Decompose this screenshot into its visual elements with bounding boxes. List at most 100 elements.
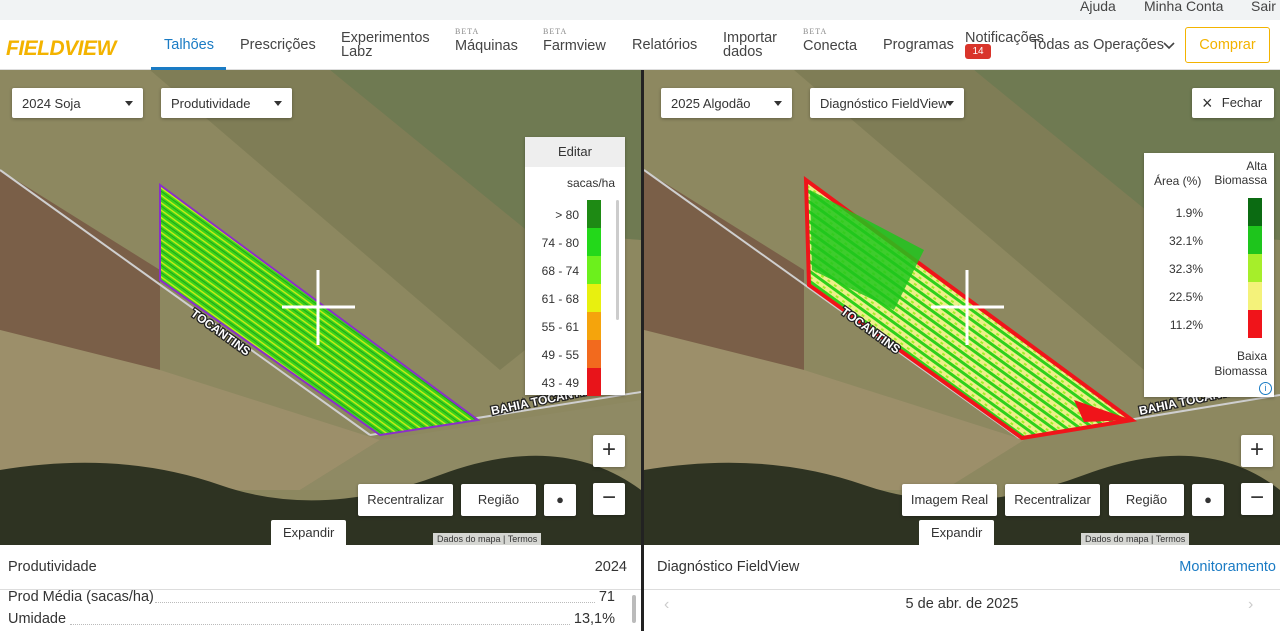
legend-swatch	[1248, 282, 1262, 310]
map-data[interactable]: Dados do mapa	[1085, 534, 1149, 544]
region-button[interactable]: Região	[461, 484, 536, 516]
operations-dropdown[interactable]: Todas as Operações	[1031, 37, 1164, 53]
prev-date[interactable]: ‹	[664, 596, 670, 613]
legend-label: 61 - 68	[541, 292, 579, 306]
tab[interactable]: Talhões	[164, 37, 214, 53]
top-bar: Ajuda Minha Conta Sair	[0, 0, 1280, 20]
legend-label: 55 - 61	[541, 320, 579, 334]
zoom-in[interactable]: +	[593, 435, 625, 467]
tab[interactable]: Máquinas	[455, 38, 518, 54]
summary-title: Diagnóstico FieldView	[657, 559, 800, 575]
legend-label: 32.1%	[1168, 234, 1203, 248]
legend-header: Área (%)	[1154, 174, 1202, 188]
right-summary: Diagnóstico FieldView Monitoramento ‹ 5 …	[644, 545, 1280, 631]
expand-button[interactable]: Expandir	[919, 520, 995, 545]
pin-button[interactable]: ●	[544, 484, 576, 516]
beta-badge: BETA	[543, 27, 568, 36]
tab[interactable]: Conecta	[803, 38, 858, 54]
notification-count: 14	[965, 44, 991, 59]
legend-swatch	[1248, 198, 1262, 226]
legend-label: 22.5%	[1168, 290, 1203, 304]
legend-low: Baixa Biomassa	[1214, 349, 1267, 378]
row-value: 13,1%	[573, 611, 615, 627]
separator	[0, 589, 641, 590]
terms[interactable]: Termos	[1155, 534, 1186, 544]
legend-label: 74 - 80	[541, 236, 579, 250]
legend: Área (%) Alta Biomassa 1.9% 32.1% 32.3% 22.…	[1144, 153, 1274, 397]
monitoring-link[interactable]: Monitoramento	[1179, 559, 1276, 575]
scrollbar	[616, 200, 619, 320]
right-map[interactable]: TOCANTINS BAHIA TOCANTINS 2025 Algodão D…	[644, 70, 1280, 545]
leader	[70, 624, 570, 625]
legend-unit: sacas/ha	[566, 176, 615, 190]
layer-dropdown[interactable]: Diagnóstico FieldView	[810, 88, 964, 118]
legend-swatch	[587, 340, 601, 368]
row-value: 71	[598, 589, 615, 605]
legend-swatch	[1248, 226, 1262, 254]
legend-swatch	[587, 256, 601, 284]
expand-label: Expandir	[283, 525, 335, 540]
expand-label: Expandir	[931, 525, 983, 540]
region-button[interactable]: Região	[1109, 484, 1184, 516]
recenter-button[interactable]: Recentralizar	[1005, 484, 1100, 516]
terms[interactable]: Termos	[507, 534, 538, 544]
left-summary: Produtividade 2024 Prod Média (sacas/ha)…	[0, 545, 641, 631]
logo[interactable]: FIELDVIEW	[6, 37, 116, 60]
legend-label: 11.2%	[1169, 318, 1203, 332]
legend-label: 43 - 49	[541, 376, 579, 390]
row-label: Umidade	[8, 611, 67, 627]
tab[interactable]: Importar dados	[723, 30, 777, 60]
row-label: Prod Média (sacas/ha)	[8, 589, 154, 605]
date: 5 de abr. de 2025	[905, 596, 1019, 612]
legend-swatch	[587, 284, 601, 312]
active-indicator	[151, 67, 226, 70]
leader	[155, 602, 595, 603]
layer-dropdown[interactable]: Produtividade	[161, 88, 292, 118]
season-dropdown[interactable]: 2025 Algodão	[661, 88, 792, 118]
legend-swatch	[587, 200, 601, 228]
real-image-button[interactable]: Imagem Real	[902, 484, 997, 516]
beta-badge: BETA	[803, 27, 828, 36]
tab[interactable]: Farmview	[543, 38, 606, 54]
legend-swatch	[587, 368, 601, 396]
summary-title: Produtividade	[8, 559, 97, 575]
summary-year: 2024	[594, 559, 627, 575]
scrollbar[interactable]	[632, 595, 636, 623]
legend-label: 1.9%	[1175, 206, 1203, 220]
logout-link[interactable]: Sair	[1251, 0, 1276, 14]
tab[interactable]: Relatórios	[632, 37, 698, 53]
zoom-out[interactable]: −	[1241, 483, 1273, 515]
tab[interactable]: Notificações	[965, 30, 1044, 46]
tab[interactable]: Prescrições	[240, 37, 316, 53]
zoom-in[interactable]: +	[1241, 435, 1273, 467]
info-icon[interactable]: i	[1259, 382, 1272, 395]
legend: Editar sacas/ha > 80 74 - 80 68 - 74 61 - 6…	[525, 137, 625, 396]
legend-high: Alta Biomassa	[1214, 159, 1267, 187]
account-link[interactable]: Minha Conta	[1144, 0, 1224, 14]
legend-label: 49 - 55	[541, 348, 579, 362]
edit-button[interactable]: Editar	[525, 137, 625, 167]
beta-badge: BETA	[455, 27, 480, 36]
left-map[interactable]: TOCANTINS BAHIA TOCANTINS 2024 Soja Prod…	[0, 70, 641, 545]
tab[interactable]: Experimentos Labz	[341, 30, 430, 60]
expand-button[interactable]: Expandir	[271, 520, 347, 545]
zoom-out[interactable]: −	[593, 483, 625, 515]
pin-button[interactable]: ●	[1192, 484, 1224, 516]
attribution: Dados do mapa | Termos	[1081, 533, 1190, 545]
recenter-button[interactable]: Recentralizar	[358, 484, 453, 516]
legend-label: 32.3%	[1168, 262, 1203, 276]
map-data[interactable]: Dados do mapa	[437, 534, 501, 544]
legend-label: 68 - 74	[541, 264, 579, 278]
legend-swatch	[1248, 310, 1262, 338]
chevron	[1163, 42, 1175, 50]
separator	[644, 589, 1280, 590]
legend-swatch	[1248, 254, 1262, 282]
next-date[interactable]: ›	[1248, 596, 1254, 613]
buy-button[interactable]: Comprar	[1185, 27, 1270, 63]
season-dropdown[interactable]: 2024 Soja	[12, 88, 143, 118]
help-link[interactable]: Ajuda	[1080, 0, 1116, 14]
close-label: Fechar	[1221, 95, 1263, 110]
close-button[interactable]: × Fechar	[1192, 88, 1274, 118]
tab[interactable]: Programas	[883, 37, 954, 53]
